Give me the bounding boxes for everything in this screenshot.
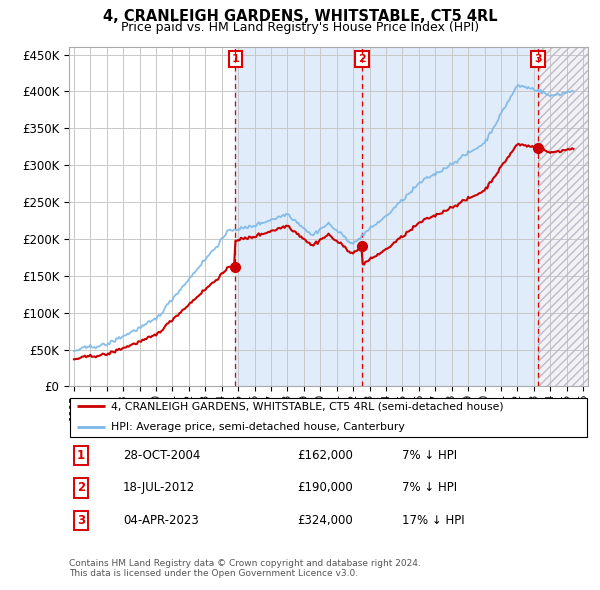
Text: £190,000: £190,000 — [297, 481, 353, 494]
Bar — [362, 47, 538, 386]
Bar — [538, 47, 588, 386]
Text: 3: 3 — [77, 514, 85, 527]
Bar — [235, 47, 362, 386]
Text: 2: 2 — [77, 481, 85, 494]
Text: 3: 3 — [534, 54, 542, 64]
Text: 4, CRANLEIGH GARDENS, WHITSTABLE, CT5 4RL: 4, CRANLEIGH GARDENS, WHITSTABLE, CT5 4R… — [103, 9, 497, 24]
Text: HPI: Average price, semi-detached house, Canterbury: HPI: Average price, semi-detached house,… — [110, 422, 404, 432]
Text: 28-OCT-2004: 28-OCT-2004 — [123, 449, 200, 462]
Text: 2: 2 — [358, 54, 366, 64]
Text: 04-APR-2023: 04-APR-2023 — [123, 514, 199, 527]
Text: Price paid vs. HM Land Registry's House Price Index (HPI): Price paid vs. HM Land Registry's House … — [121, 21, 479, 34]
Text: £324,000: £324,000 — [297, 514, 353, 527]
Text: 1: 1 — [232, 54, 239, 64]
Text: 1: 1 — [77, 449, 85, 462]
Text: Contains HM Land Registry data © Crown copyright and database right 2024.: Contains HM Land Registry data © Crown c… — [69, 559, 421, 568]
Text: £162,000: £162,000 — [297, 449, 353, 462]
Text: 7% ↓ HPI: 7% ↓ HPI — [402, 449, 457, 462]
Text: 4, CRANLEIGH GARDENS, WHITSTABLE, CT5 4RL (semi-detached house): 4, CRANLEIGH GARDENS, WHITSTABLE, CT5 4R… — [110, 401, 503, 411]
FancyBboxPatch shape — [70, 398, 587, 437]
Text: 7% ↓ HPI: 7% ↓ HPI — [402, 481, 457, 494]
Text: 17% ↓ HPI: 17% ↓ HPI — [402, 514, 464, 527]
Text: 18-JUL-2012: 18-JUL-2012 — [123, 481, 195, 494]
Bar — [538, 47, 588, 386]
Text: This data is licensed under the Open Government Licence v3.0.: This data is licensed under the Open Gov… — [69, 569, 358, 578]
